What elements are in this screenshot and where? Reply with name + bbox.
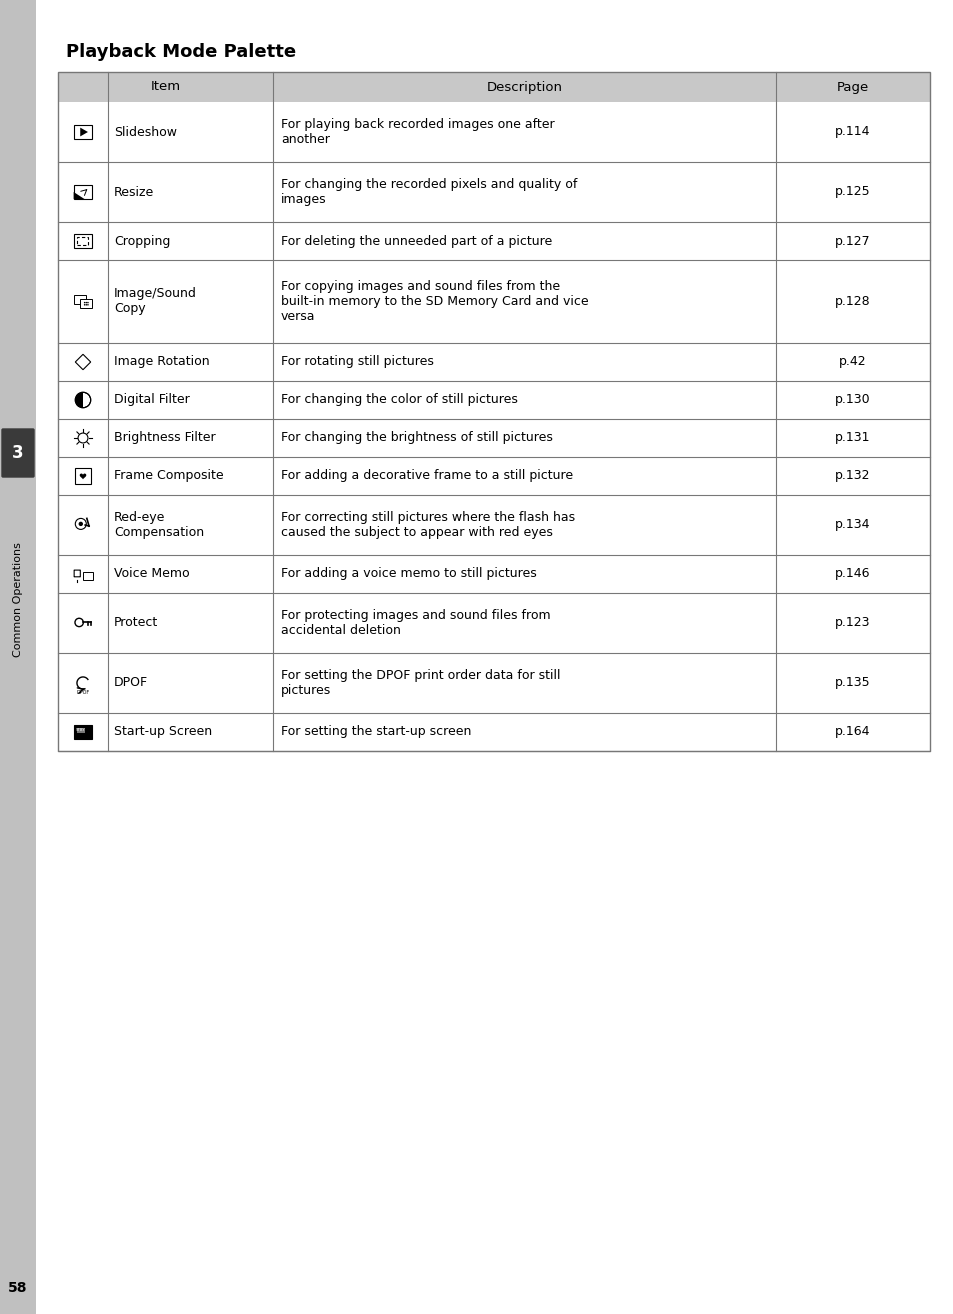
Bar xyxy=(80,300,92,307)
Text: For correcting still pictures where the flash has
caused the subject to appear w: For correcting still pictures where the … xyxy=(281,511,575,539)
Circle shape xyxy=(87,304,89,306)
Text: p.164: p.164 xyxy=(835,725,870,738)
Text: For copying images and sound files from the
built-in memory to the SD Memory Car: For copying images and sound files from … xyxy=(281,280,588,323)
Text: STBY: STBY xyxy=(76,728,86,732)
Text: Protect: Protect xyxy=(113,616,158,629)
Bar xyxy=(73,125,92,138)
Text: p.130: p.130 xyxy=(834,393,870,406)
Bar xyxy=(77,728,85,732)
Bar xyxy=(58,72,929,102)
Text: Resize: Resize xyxy=(113,185,154,198)
Text: For rotating still pictures: For rotating still pictures xyxy=(281,356,434,368)
Text: Red-eye
Compensation: Red-eye Compensation xyxy=(113,511,204,539)
Polygon shape xyxy=(80,473,86,480)
Circle shape xyxy=(84,304,86,306)
Bar xyxy=(74,468,91,484)
Bar xyxy=(77,237,89,246)
Text: Brightness Filter: Brightness Filter xyxy=(113,431,215,444)
Text: For adding a decorative frame to a still picture: For adding a decorative frame to a still… xyxy=(281,469,573,482)
Wedge shape xyxy=(75,393,83,407)
Text: 3: 3 xyxy=(12,444,24,463)
Circle shape xyxy=(86,304,87,306)
Polygon shape xyxy=(73,192,85,200)
Text: Item: Item xyxy=(151,80,180,93)
Text: Common Operations: Common Operations xyxy=(13,543,23,657)
Text: p.132: p.132 xyxy=(835,469,870,482)
Text: Start-up Screen: Start-up Screen xyxy=(113,725,212,738)
Text: Frame Composite: Frame Composite xyxy=(113,469,223,482)
Text: Cropping: Cropping xyxy=(113,234,171,247)
Text: 58: 58 xyxy=(9,1281,28,1296)
Bar xyxy=(0,0,36,1314)
Text: Image/Sound
Copy: Image/Sound Copy xyxy=(113,288,196,315)
Text: DPOF: DPOF xyxy=(76,690,90,695)
Text: p.128: p.128 xyxy=(834,296,870,307)
Text: p.127: p.127 xyxy=(834,234,870,247)
Text: Voice Memo: Voice Memo xyxy=(113,568,190,581)
Circle shape xyxy=(84,302,86,304)
Text: For setting the start-up screen: For setting the start-up screen xyxy=(281,725,471,738)
Text: p.123: p.123 xyxy=(835,616,870,629)
Circle shape xyxy=(87,302,89,304)
Bar xyxy=(58,72,929,752)
Polygon shape xyxy=(80,127,88,137)
Bar xyxy=(73,294,86,304)
Text: For playing back recorded images one after
another: For playing back recorded images one aft… xyxy=(281,118,554,146)
Bar xyxy=(73,725,92,740)
Text: For setting the DPOF print order data for still
pictures: For setting the DPOF print order data fo… xyxy=(281,669,560,696)
Text: Page: Page xyxy=(836,80,868,93)
Bar xyxy=(73,185,92,200)
Bar xyxy=(83,572,92,579)
Text: For deleting the unneeded part of a picture: For deleting the unneeded part of a pict… xyxy=(281,234,552,247)
FancyBboxPatch shape xyxy=(2,428,34,477)
Text: For changing the color of still pictures: For changing the color of still pictures xyxy=(281,393,517,406)
Text: p.131: p.131 xyxy=(835,431,870,444)
Text: Slideshow: Slideshow xyxy=(113,126,177,138)
Text: Image Rotation: Image Rotation xyxy=(113,356,210,368)
Text: For adding a voice memo to still pictures: For adding a voice memo to still picture… xyxy=(281,568,537,581)
Text: p.42: p.42 xyxy=(839,356,866,368)
Text: p.146: p.146 xyxy=(835,568,870,581)
Text: p.134: p.134 xyxy=(835,519,870,531)
Circle shape xyxy=(86,302,87,304)
Text: For protecting images and sound files from
accidental deletion: For protecting images and sound files fr… xyxy=(281,608,550,637)
Text: For changing the brightness of still pictures: For changing the brightness of still pic… xyxy=(281,431,553,444)
Text: p.114: p.114 xyxy=(835,126,870,138)
Text: For changing the recorded pixels and quality of
images: For changing the recorded pixels and qua… xyxy=(281,177,577,206)
Text: Description: Description xyxy=(486,80,562,93)
Bar xyxy=(73,234,92,248)
FancyBboxPatch shape xyxy=(74,570,80,577)
Text: p.125: p.125 xyxy=(834,185,870,198)
Text: DPOF: DPOF xyxy=(113,677,148,690)
Text: Playback Mode Palette: Playback Mode Palette xyxy=(66,43,295,60)
Text: Digital Filter: Digital Filter xyxy=(113,393,190,406)
Text: p.135: p.135 xyxy=(834,677,870,690)
Circle shape xyxy=(78,522,83,526)
